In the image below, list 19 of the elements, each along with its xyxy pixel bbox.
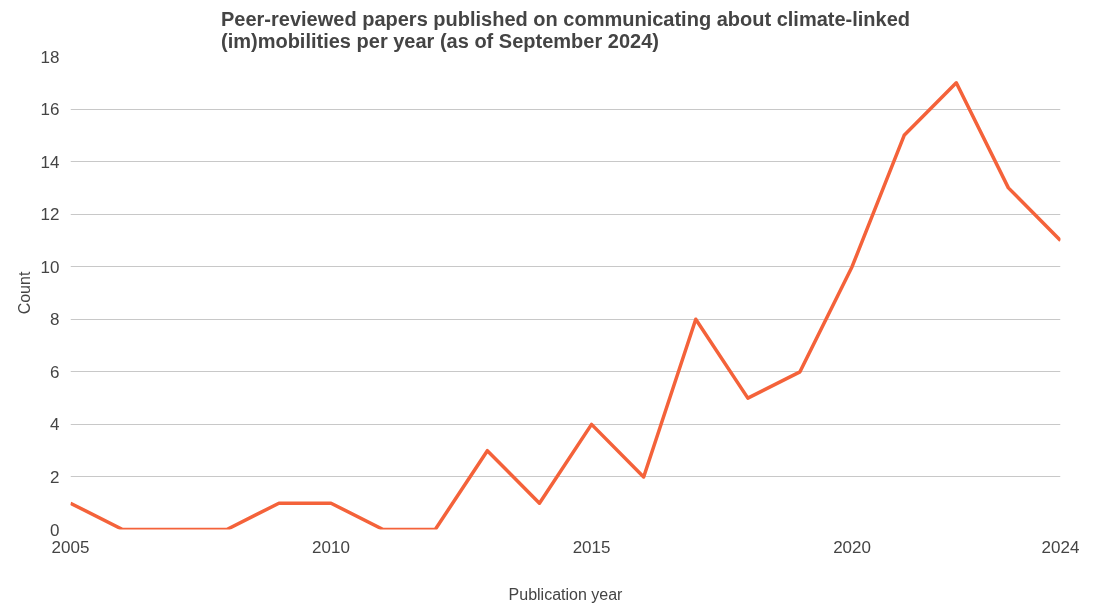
y-tick-label: 16 — [40, 100, 60, 120]
x-tick-label: 2020 — [833, 537, 871, 557]
x-tick-label: 2010 — [312, 537, 350, 557]
y-tick-label: 8 — [50, 310, 60, 330]
y-tick-label: 12 — [40, 205, 60, 225]
line-series — [70, 81, 1061, 530]
x-tick-label: 2015 — [572, 537, 611, 557]
y-tick-label: 2 — [50, 467, 60, 487]
y-tick-label: 10 — [40, 257, 60, 277]
x-tick-label: 2024 — [1041, 537, 1080, 557]
x-tick-label: 2005 — [51, 537, 90, 557]
y-tick-label: 6 — [50, 362, 60, 382]
y-tick-label: 14 — [40, 152, 60, 172]
x-axis-title: Publication year — [508, 585, 624, 603]
chart-title: Peer-reviewed papers published on communicating about climate-linked (im)mobilities per year (as of September 2024) — [220, 7, 911, 52]
y-tick-label: 0 — [50, 520, 60, 540]
y-tick-label: 4 — [50, 415, 60, 435]
y-tick-label: 18 — [40, 47, 60, 67]
y-axis-title: Count — [15, 271, 33, 315]
